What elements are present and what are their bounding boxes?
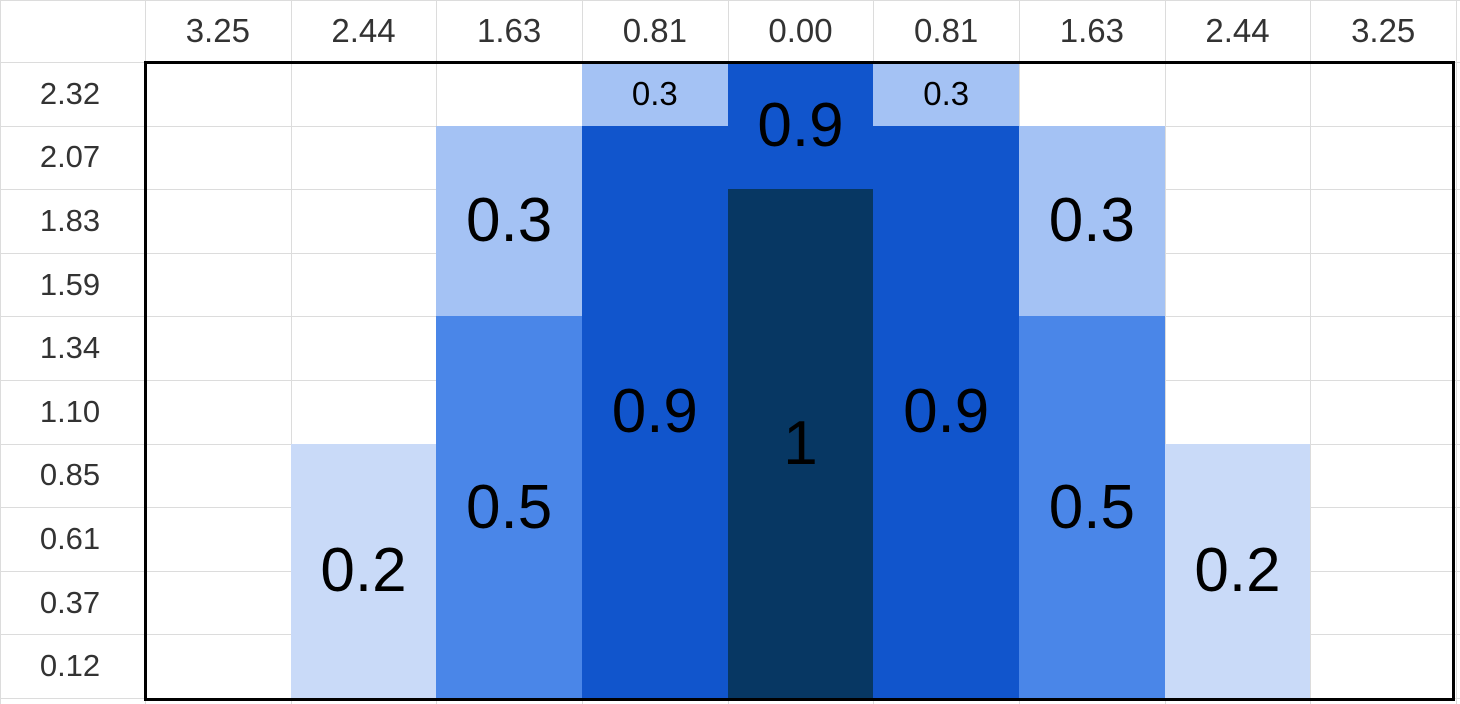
column-header[interactable]: 0.81	[914, 12, 979, 49]
grid-line	[0, 0, 1, 704]
merged-cell[interactable]: 0.2	[290, 443, 437, 698]
row-header[interactable]: 0.37	[39, 584, 101, 620]
merged-cell[interactable]: 0.9	[582, 125, 728, 698]
merged-cell[interactable]: 0.9	[873, 125, 1019, 698]
merged-cell[interactable]: 0.3	[436, 125, 582, 317]
row-header[interactable]: 0.85	[39, 457, 101, 493]
row-header[interactable]: 1.10	[39, 393, 101, 429]
row-header[interactable]: 1.83	[39, 202, 101, 238]
column-header[interactable]: 3.25	[185, 12, 250, 49]
merged-cell[interactable]: 0.9	[727, 62, 874, 190]
row-header[interactable]: 1.59	[39, 266, 101, 302]
column-header[interactable]: 1.63	[477, 12, 542, 49]
grid-line	[145, 0, 146, 704]
merged-cell[interactable]: 1	[727, 189, 874, 698]
column-header[interactable]: 2.44	[1205, 12, 1270, 49]
column-header[interactable]: 2.44	[331, 12, 396, 49]
merged-cell[interactable]: 0.3	[582, 62, 728, 126]
row-header[interactable]: 1.34	[39, 330, 101, 366]
grid-line	[1310, 0, 1312, 704]
row-header[interactable]: 0.61	[39, 520, 101, 556]
row-header[interactable]: 0.12	[39, 648, 101, 684]
merged-cell[interactable]: 0.3	[1019, 125, 1165, 317]
grid-line	[1164, 0, 1166, 704]
row-header[interactable]: 2.07	[39, 139, 101, 175]
merged-cell[interactable]: 0.2	[1164, 443, 1311, 698]
grid-line	[290, 0, 292, 704]
column-header[interactable]: 0.00	[768, 12, 833, 49]
column-header[interactable]: 0.81	[622, 12, 687, 49]
merged-cell[interactable]: 0.5	[1019, 316, 1165, 698]
column-header[interactable]: 3.25	[1351, 12, 1416, 49]
merged-cell[interactable]: 0.5	[436, 316, 582, 698]
grid-line	[0, 0, 1460, 1]
row-header[interactable]: 2.32	[39, 75, 101, 111]
merged-cell[interactable]: 0.3	[873, 62, 1019, 126]
grid-line	[0, 698, 1460, 699]
column-header[interactable]: 1.63	[1059, 12, 1124, 49]
grid-line	[1456, 0, 1458, 704]
